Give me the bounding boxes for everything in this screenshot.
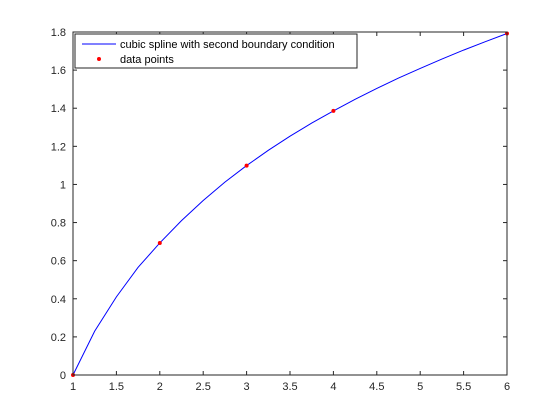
data-point [158, 241, 162, 245]
x-tick-label: 1 [70, 381, 76, 393]
y-tick-label: 0.2 [51, 332, 66, 344]
x-tick-label: 3 [244, 381, 250, 393]
y-tick-label: 0.8 [51, 218, 66, 230]
x-tick-label: 4 [330, 381, 336, 393]
x-tick-label: 6 [504, 381, 510, 393]
y-tick-label: 1.4 [51, 103, 66, 115]
y-tick-label: 1.6 [51, 65, 66, 77]
x-tick-label: 5.5 [456, 381, 471, 393]
x-tick-label: 2.5 [196, 381, 211, 393]
legend-label-spline: cubic spline with second boundary condit… [120, 39, 335, 51]
y-tick-label: 0 [60, 370, 66, 382]
legend: cubic spline with second boundary condit… [75, 34, 357, 68]
x-tick-label: 1.5 [109, 381, 124, 393]
x-tick-label: 4.5 [369, 381, 384, 393]
legend-label-points: data points [120, 54, 174, 66]
y-tick-label: 0.6 [51, 256, 66, 268]
plot-area [73, 32, 507, 375]
x-tick-label: 2 [157, 381, 163, 393]
x-tick-label: 5 [417, 381, 423, 393]
y-tick-label: 1 [60, 179, 66, 191]
legend-marker-swatch [97, 57, 101, 61]
y-tick-label: 1.2 [51, 141, 66, 153]
x-tick-label: 3.5 [282, 381, 297, 393]
y-tick-label: 1.8 [51, 27, 66, 39]
y-tick-label: 0.4 [51, 294, 66, 306]
data-point [331, 109, 335, 113]
data-point [245, 164, 249, 168]
